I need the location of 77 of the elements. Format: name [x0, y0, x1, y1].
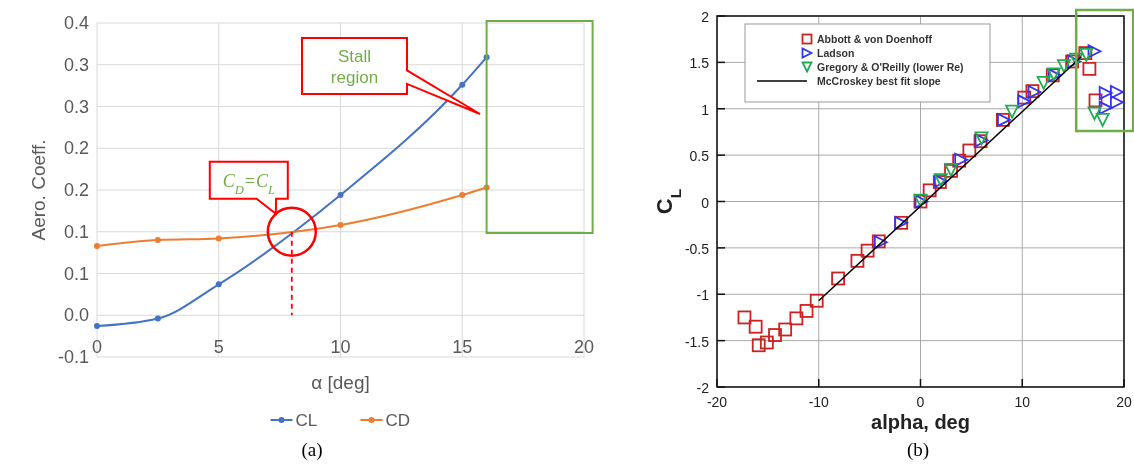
y-tick-label: 0.3 [63, 54, 89, 75]
point [751, 338, 766, 353]
y-tick-label: 0.4 [63, 13, 89, 33]
point [860, 243, 875, 258]
y-tick-label: -0.5 [684, 240, 710, 257]
point [850, 253, 865, 268]
x-tick-label: 0 [916, 394, 925, 410]
point [154, 237, 161, 244]
point [737, 310, 752, 325]
legend-label: McCroskey best fit slope [817, 75, 941, 87]
y-tick-label: -1.5 [684, 333, 710, 350]
point [459, 81, 466, 88]
legend-label: CL [295, 411, 318, 430]
point [337, 222, 344, 229]
text: (a) [301, 439, 323, 461]
point [1005, 104, 1019, 119]
point [809, 293, 824, 308]
point [778, 322, 793, 337]
point [459, 192, 466, 199]
x-tick-label: 10 [1014, 394, 1031, 410]
point [759, 335, 774, 350]
y-axis-title: Aero. Coeff. [28, 139, 49, 241]
legend-label: Abbott & von Doenhoff [817, 33, 933, 45]
x-axis-title: α [deg] [311, 372, 370, 393]
y-tick-label: 0.2 [63, 180, 89, 200]
x-tick-label: 15 [452, 337, 473, 357]
legend-label: Gregory & O'Reilly (lower Re) [817, 61, 964, 73]
x-tick-label: -20 [706, 394, 728, 410]
point [768, 328, 782, 342]
point [1036, 75, 1051, 90]
point [1109, 85, 1124, 99]
point [94, 323, 100, 330]
point [1109, 95, 1124, 110]
y-tick-label: 0.2 [63, 138, 89, 159]
point [922, 183, 937, 198]
y-tick-label: 0.1 [63, 263, 89, 284]
point [799, 304, 814, 318]
y-tick-label: 0.0 [63, 305, 89, 326]
y-tick-label: 1 [701, 101, 710, 118]
x-tick-label: 5 [213, 337, 224, 357]
y-tick-label: 2 [701, 9, 710, 25]
annotation: Stall region [330, 47, 379, 87]
x-tick-label: 20 [1116, 394, 1132, 410]
point [1095, 112, 1110, 127]
y-tick-label: 0 [701, 194, 710, 211]
y-tick-label: -1 [696, 287, 710, 304]
x-tick-label: 0 [91, 337, 103, 357]
point [215, 281, 222, 288]
x-tick-label: -10 [808, 394, 830, 410]
point [1098, 100, 1113, 115]
legend-label: CD [385, 411, 411, 430]
point [1057, 59, 1071, 73]
point [337, 192, 344, 199]
y-tick-label: 1.5 [689, 55, 710, 72]
point [1082, 61, 1097, 76]
y-tick-label: 0.5 [689, 148, 710, 165]
y-tick-label: 0.3 [63, 96, 89, 117]
point [962, 143, 977, 158]
y-tick-label: 0.1 [63, 221, 89, 242]
text: (b) [906, 439, 930, 461]
y-tick-label: -2 [696, 380, 710, 396]
point [1098, 86, 1113, 100]
x-tick-label: 20 [573, 337, 595, 357]
x-tick-label: 10 [330, 337, 351, 357]
point [94, 242, 100, 249]
point [831, 271, 845, 286]
y-tick-label: -0.1 [57, 347, 89, 367]
point [1017, 94, 1032, 109]
point [748, 319, 763, 334]
point [154, 315, 161, 322]
point [1087, 44, 1102, 59]
annotation: C$_{D}$=C$_{L}$ [222, 170, 275, 197]
point [1087, 106, 1102, 121]
point [789, 311, 804, 326]
legend-label: Ladson [817, 47, 855, 59]
point [215, 235, 222, 242]
x-axis-title: alpha, deg [871, 411, 970, 433]
